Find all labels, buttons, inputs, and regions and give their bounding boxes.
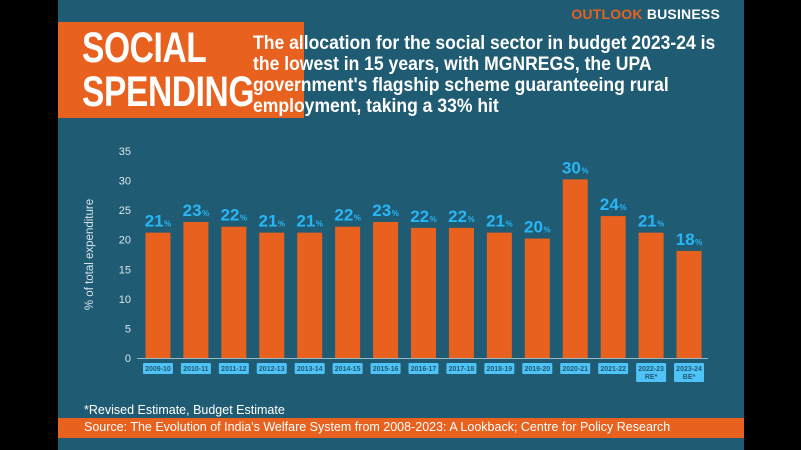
category-box	[674, 363, 705, 382]
data-label: 21%	[638, 212, 665, 231]
data-label: 24%	[600, 195, 627, 214]
bar	[373, 221, 399, 358]
bar	[145, 232, 171, 358]
brand-logo: OUTLOOK BUSINESS	[571, 6, 720, 22]
y-tick-label: 10	[119, 294, 131, 306]
data-label: 30%	[562, 158, 589, 177]
bar	[600, 216, 626, 358]
bar-chart: % of total expenditure 0 5 10 15 20 25 30 35 21%…	[84, 146, 708, 382]
data-label: 18%	[676, 230, 703, 249]
category-label: 2021-22	[600, 366, 626, 373]
category-box	[256, 363, 287, 374]
category-label: 2019-20	[524, 366, 550, 373]
title-line-1: SOCIAL	[82, 24, 207, 72]
title-line-2: SPENDING	[82, 68, 255, 116]
category-label: BE*	[683, 374, 696, 381]
bar	[183, 221, 209, 358]
y-tick-label: 15	[119, 264, 131, 276]
data-label: 21%	[296, 212, 323, 231]
bar	[297, 232, 323, 358]
footnote: *Revised Estimate, Budget Estimate	[84, 403, 285, 417]
data-label: 21%	[145, 212, 172, 231]
y-axis-label: % of total expenditure	[84, 199, 96, 310]
category-label: 2022-23	[638, 366, 664, 373]
bar	[335, 226, 361, 358]
category-box	[218, 363, 249, 374]
category-box	[332, 363, 363, 374]
category-label: 2012-13	[259, 366, 285, 373]
data-label: 21%	[258, 212, 285, 231]
category-label: 2017-18	[449, 366, 475, 373]
bar	[562, 179, 588, 358]
category-label: 2013-14	[297, 366, 323, 373]
category-box	[408, 363, 439, 374]
bar	[524, 238, 550, 358]
source-text: Source: The Evolution of India's Welfare…	[84, 420, 671, 434]
category-box	[294, 363, 325, 374]
headline-text: The allocation for the social sector in …	[253, 32, 716, 117]
category-box	[180, 363, 211, 374]
bar	[448, 227, 474, 358]
category-box	[446, 363, 477, 374]
category-label: 2011-12	[221, 366, 246, 373]
category-label: 2010-11	[183, 366, 208, 373]
y-tick-label: 0	[125, 353, 131, 365]
category-label: 2020-21	[562, 366, 588, 373]
bar	[486, 232, 512, 358]
data-label: 22%	[334, 206, 361, 225]
category-label: 2014-15	[335, 366, 361, 373]
data-label: 23%	[372, 201, 399, 220]
data-label: 20%	[524, 218, 551, 237]
title-box: SOCIAL SPENDING	[58, 22, 304, 118]
data-label: 23%	[183, 201, 210, 220]
category-box	[598, 363, 629, 374]
category-box	[522, 363, 553, 374]
y-tick-label: 35	[119, 146, 131, 158]
category-label: 2023-24	[676, 366, 702, 373]
category-box	[560, 363, 591, 374]
bar	[221, 226, 247, 358]
category-label: 2016-17	[411, 366, 437, 373]
y-tick-label: 30	[119, 176, 131, 188]
data-label: 22%	[448, 207, 475, 226]
source-bar: Source: The Evolution of India's Welfare…	[58, 418, 744, 438]
bar	[676, 250, 702, 358]
category-label: 2009-10	[145, 366, 171, 373]
data-label: 22%	[221, 206, 248, 225]
brand-business: BUSINESS	[646, 6, 720, 22]
y-tick-label: 25	[119, 205, 131, 217]
y-tick-label: 5	[125, 323, 131, 335]
category-box	[370, 363, 401, 374]
category-box	[484, 363, 515, 374]
brand-outlook: OUTLOOK	[571, 6, 643, 22]
category-box	[142, 363, 173, 374]
data-label: 21%	[486, 212, 513, 231]
bar	[638, 232, 664, 358]
category-label: RE*	[645, 374, 658, 381]
category-label: 2015-16	[373, 366, 399, 373]
category-label: 2018-19	[487, 366, 513, 373]
y-tick-label: 20	[119, 235, 131, 247]
data-label: 22%	[410, 207, 437, 226]
bar	[259, 232, 285, 358]
bar	[411, 227, 436, 358]
category-box	[636, 363, 667, 382]
infographic-panel: OUTLOOK BUSINESS SOCIAL SPENDING The all…	[58, 0, 744, 450]
